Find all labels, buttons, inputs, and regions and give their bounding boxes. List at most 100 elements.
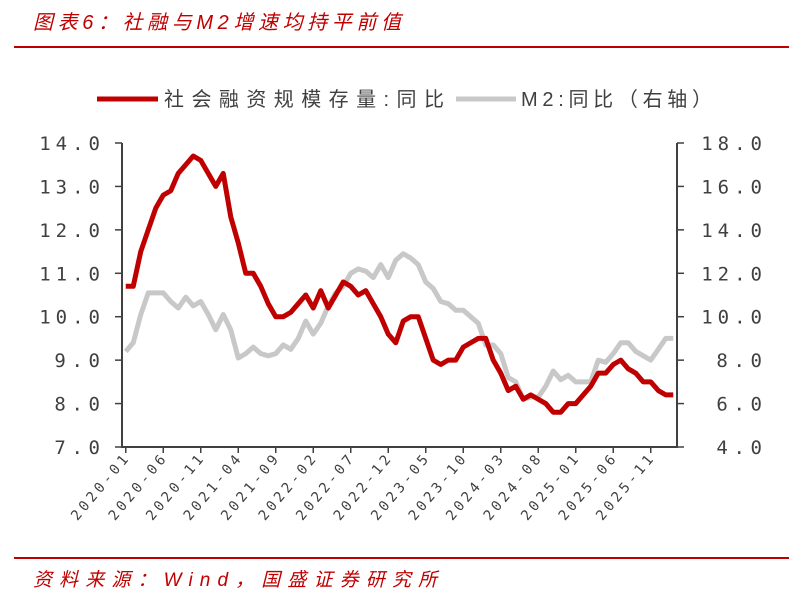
data-point: [251, 271, 256, 276]
x-tick-label: 2025-11: [593, 452, 657, 524]
data-point: [581, 379, 586, 384]
y-left-tick-label: 11.0: [39, 263, 100, 285]
data-point: [273, 351, 278, 356]
chart-legend: 社会融资规模存量:同比 M2:同比（右轴）: [97, 88, 712, 111]
data-point: [543, 384, 548, 389]
series-left-axis: [123, 153, 674, 415]
data-point: [198, 158, 203, 163]
data-point: [453, 308, 458, 313]
data-point: [626, 366, 631, 371]
y-right-tick-label: 18.0: [701, 133, 762, 155]
data-point: [146, 290, 151, 295]
data-point: [378, 262, 383, 267]
data-point: [168, 299, 173, 304]
data-point: [536, 397, 541, 402]
data-point: [356, 266, 361, 271]
y-right-tick-label: 12.0: [701, 263, 762, 285]
data-point: [183, 162, 188, 167]
data-point: [296, 301, 301, 306]
data-point: [386, 275, 391, 280]
data-point: [648, 358, 653, 363]
data-point: [198, 299, 203, 304]
data-point: [611, 351, 616, 356]
data-point: [161, 193, 166, 198]
data-point: [258, 351, 263, 356]
data-point: [603, 360, 608, 365]
data-point: [543, 401, 548, 406]
data-point: [176, 306, 181, 311]
data-point: [423, 336, 428, 341]
data-point: [273, 314, 278, 319]
data-point: [446, 358, 451, 363]
data-point: [176, 171, 181, 176]
y-left-tick-label: 14.0: [39, 133, 100, 155]
y-left-tick-label: 10.0: [39, 307, 100, 329]
y-right-tick-label: 14.0: [701, 220, 762, 242]
data-point: [648, 379, 653, 384]
data-point: [296, 336, 301, 341]
data-point: [618, 358, 623, 363]
data-point: [641, 353, 646, 358]
data-point: [228, 214, 233, 219]
legend-label-right-series: M2:同比（右轴）: [521, 88, 712, 111]
data-point: [401, 251, 406, 256]
y-left-tick-label: 12.0: [39, 220, 100, 242]
data-point: [221, 312, 226, 317]
data-point: [461, 308, 466, 313]
y-right-tick-label: 10.0: [701, 307, 762, 329]
y-left-tick-label: 8.0: [54, 394, 100, 416]
data-point: [656, 347, 661, 352]
data-point: [243, 351, 248, 356]
data-point: [281, 314, 286, 319]
data-point: [446, 301, 451, 306]
data-point: [288, 347, 293, 352]
data-point: [468, 340, 473, 345]
data-point: [236, 355, 241, 360]
data-point: [318, 288, 323, 293]
data-point: [551, 369, 556, 374]
data-point: [318, 321, 323, 326]
data-point: [161, 290, 166, 295]
data-point: [573, 401, 578, 406]
y-left-tick-label: 9.0: [54, 350, 100, 372]
y-right-tick-label: 4.0: [716, 437, 762, 459]
data-point: [506, 375, 511, 380]
data-point: [558, 410, 563, 415]
data-point: [596, 371, 601, 376]
legend-label-left-series: 社会融资规模存量:同比: [164, 88, 444, 111]
data-point: [153, 206, 158, 211]
figure-title: 图表6：社融与M2增速均持平前值: [33, 12, 404, 34]
series-line-left-axis: [125, 153, 674, 415]
y-right-tick-label: 8.0: [716, 350, 762, 372]
data-point: [656, 388, 661, 393]
data-point: [603, 371, 608, 376]
y-right-tick-label: 6.0: [716, 394, 762, 416]
data-point: [356, 293, 361, 298]
data-point: [596, 358, 601, 363]
series-right-axis: [123, 251, 676, 402]
data-point: [363, 269, 368, 274]
data-point: [633, 371, 638, 376]
data-point: [626, 340, 631, 345]
data-point: [506, 388, 511, 393]
data-point: [393, 258, 398, 263]
data-point: [146, 227, 151, 232]
data-point: [663, 336, 668, 341]
source-rule: [14, 557, 789, 559]
data-point: [671, 336, 676, 341]
data-point: [131, 340, 136, 345]
data-point: [371, 301, 376, 306]
data-point: [228, 327, 233, 332]
data-point: [123, 284, 128, 289]
figure-source: 资料来源：Wind，国盛证券研究所: [33, 569, 440, 591]
data-point: [213, 184, 218, 189]
data-point: [551, 410, 556, 415]
data-point: [461, 345, 466, 350]
data-point: [243, 271, 248, 276]
data-point: [386, 332, 391, 337]
data-point: [483, 336, 488, 341]
data-point: [303, 319, 308, 324]
data-point: [236, 240, 241, 245]
data-point: [438, 299, 443, 304]
data-point: [416, 262, 421, 267]
